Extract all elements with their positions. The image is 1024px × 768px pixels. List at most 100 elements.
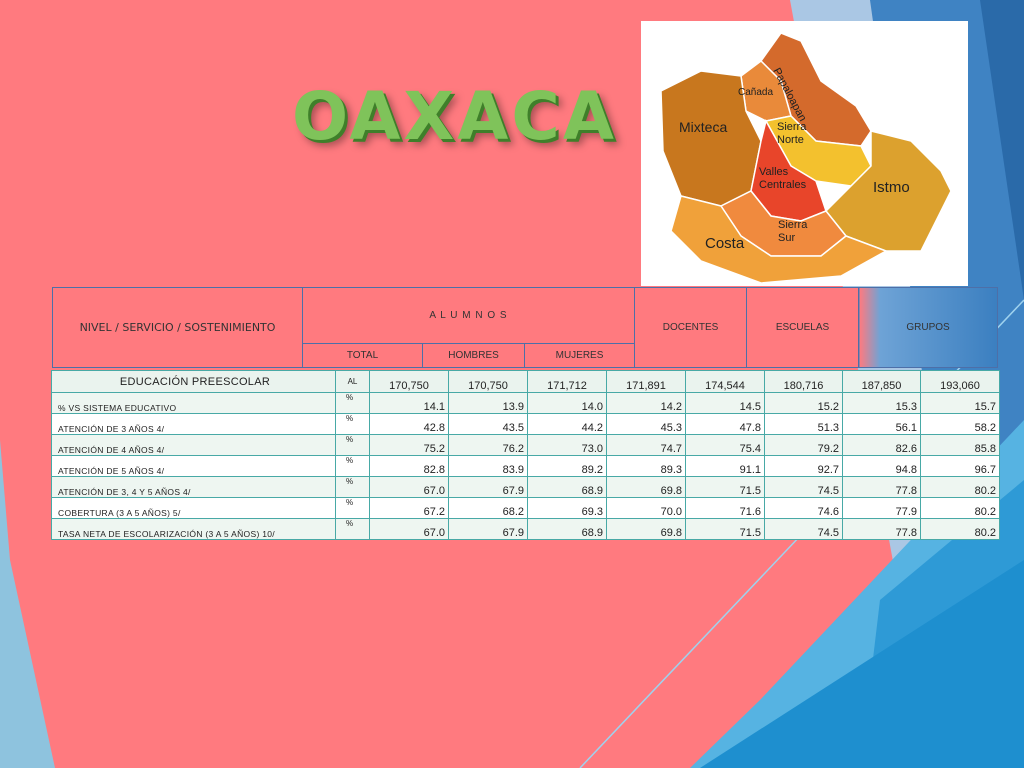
row-unit: %: [335, 392, 370, 414]
table-header: NIVEL / SERVICIO / SOSTENIMIENTO A L U M…: [52, 287, 999, 368]
row-label: EDUCACIÓN PREESCOLAR: [51, 370, 336, 393]
row-value: 69.8: [606, 518, 686, 540]
row-value: 193,060: [920, 370, 1000, 393]
row-value: 58.2: [920, 413, 1000, 435]
row-value: 45.3: [606, 413, 686, 435]
row-value: 75.4: [685, 434, 765, 456]
map-label-costa: Costa: [705, 235, 745, 252]
row-value: 89.2: [527, 455, 607, 477]
row-value: 51.3: [764, 413, 843, 435]
row-value: 85.8: [920, 434, 1000, 456]
oaxaca-regions-map: Papaloapan Cañada Mixteca Sierra Norte V…: [641, 21, 968, 286]
table-row: COBERTURA (3 A 5 AÑOS) 5/% 67.2 68.2 69.3 70…: [51, 497, 1000, 519]
row-unit: %: [335, 476, 370, 498]
row-value: 74.5: [764, 518, 843, 540]
row-label: ATENCIÓN DE 3, 4 Y 5 AÑOS 4/: [51, 476, 336, 498]
row-value: 77.8: [842, 518, 921, 540]
row-value: 171,891: [606, 370, 686, 393]
header-grupos: GRUPOS: [858, 287, 999, 368]
row-value: 44.2: [527, 413, 607, 435]
row-value: 68.2: [448, 497, 528, 519]
row-value: 71.5: [685, 476, 765, 498]
row-value: 89.3: [606, 455, 686, 477]
row-value: 180,716: [764, 370, 843, 393]
row-value: 67.0: [369, 518, 449, 540]
row-value: 42.8: [369, 413, 449, 435]
row-value: 187,850: [842, 370, 921, 393]
row-value: 79.2: [764, 434, 843, 456]
row-value: 14.2: [606, 392, 686, 414]
row-value: 96.7: [920, 455, 1000, 477]
row-value: 67.9: [448, 476, 528, 498]
row-value: 74.6: [764, 497, 843, 519]
table-row: % VS SISTEMA EDUCATIVO% 14.1 13.9 14.0 14.2 1…: [51, 392, 1000, 414]
row-value: 75.2: [369, 434, 449, 456]
row-value: 80.2: [920, 518, 1000, 540]
row-value: 82.8: [369, 455, 449, 477]
table-row: ATENCIÓN DE 3 AÑOS 4/% 42.8 43.5 44.2 45.3 47…: [51, 413, 1000, 435]
row-value: 71.5: [685, 518, 765, 540]
row-value: 56.1: [842, 413, 921, 435]
row-value: 174,544: [685, 370, 765, 393]
row-value: 76.2: [448, 434, 528, 456]
row-value: 80.2: [920, 476, 1000, 498]
row-value: 67.2: [369, 497, 449, 519]
row-unit: %: [335, 455, 370, 477]
row-value: 43.5: [448, 413, 528, 435]
row-value: 69.8: [606, 476, 686, 498]
data-table: EDUCACIÓN PREESCOLAR AL 170,750 170,750 171,…: [51, 370, 1000, 540]
row-value: 83.9: [448, 455, 528, 477]
map-label-valles-centrales: Valles Centrales: [759, 166, 807, 191]
row-value: 91.1: [685, 455, 765, 477]
map-label-mixteca: Mixteca: [679, 119, 728, 135]
row-unit: %: [335, 413, 370, 435]
row-label: ATENCIÓN DE 3 AÑOS 4/: [51, 413, 336, 435]
row-value: 67.9: [448, 518, 528, 540]
row-value: 15.7: [920, 392, 1000, 414]
row-unit: %: [335, 434, 370, 456]
row-value: 77.8: [842, 476, 921, 498]
row-value: 74.7: [606, 434, 686, 456]
row-value: 94.8: [842, 455, 921, 477]
table-row: ATENCIÓN DE 3, 4 Y 5 AÑOS 4/% 67.0 67.9 68.…: [51, 476, 1000, 498]
row-value: 13.9: [448, 392, 528, 414]
row-value: 68.9: [527, 476, 607, 498]
row-value: 70.0: [606, 497, 686, 519]
map-label-istmo: Istmo: [873, 179, 910, 196]
row-value: 15.3: [842, 392, 921, 414]
row-value: 92.7: [764, 455, 843, 477]
slide-title: OAXACA: [292, 78, 617, 155]
row-value: 74.5: [764, 476, 843, 498]
row-value: 171,712: [527, 370, 607, 393]
row-value: 73.0: [527, 434, 607, 456]
map-label-sierra-norte: Sierra Norte: [777, 121, 807, 146]
row-unit: %: [335, 497, 370, 519]
row-value: 170,750: [369, 370, 449, 393]
map-label-canada: Cañada: [738, 87, 774, 98]
header-nivel: NIVEL / SERVICIO / SOSTENIMIENTO: [52, 287, 303, 368]
row-value: 14.0: [527, 392, 607, 414]
header-escuelas: ESCUELAS: [746, 287, 860, 368]
row-value: 80.2: [920, 497, 1000, 519]
table-row: ATENCIÓN DE 5 AÑOS 4/% 82.8 83.9 89.2 89.3 91…: [51, 455, 1000, 477]
row-value: 68.9: [527, 518, 607, 540]
row-value: 14.1: [369, 392, 449, 414]
header-total: TOTAL: [302, 343, 423, 368]
row-value: 15.2: [764, 392, 843, 414]
row-value: 82.6: [842, 434, 921, 456]
row-unit: %: [335, 518, 370, 540]
row-value: 77.9: [842, 497, 921, 519]
row-unit: AL: [335, 370, 370, 393]
row-value: 14.5: [685, 392, 765, 414]
header-mujeres: MUJERES: [523, 343, 636, 368]
row-value: 69.3: [527, 497, 607, 519]
row-label: % VS SISTEMA EDUCATIVO: [51, 392, 336, 414]
row-label: ATENCIÓN DE 5 AÑOS 4/: [51, 455, 336, 477]
header-hombres: HOMBRES: [422, 343, 525, 368]
row-value: 71.6: [685, 497, 765, 519]
header-alumnos: A L U M N O S: [301, 287, 636, 344]
row-value: 170,750: [448, 370, 528, 393]
map-label-sierra-sur: Sierra Sur: [778, 219, 808, 244]
table-row: EDUCACIÓN PREESCOLAR AL 170,750 170,750 171,…: [51, 370, 1000, 393]
row-value: 67.0: [369, 476, 449, 498]
